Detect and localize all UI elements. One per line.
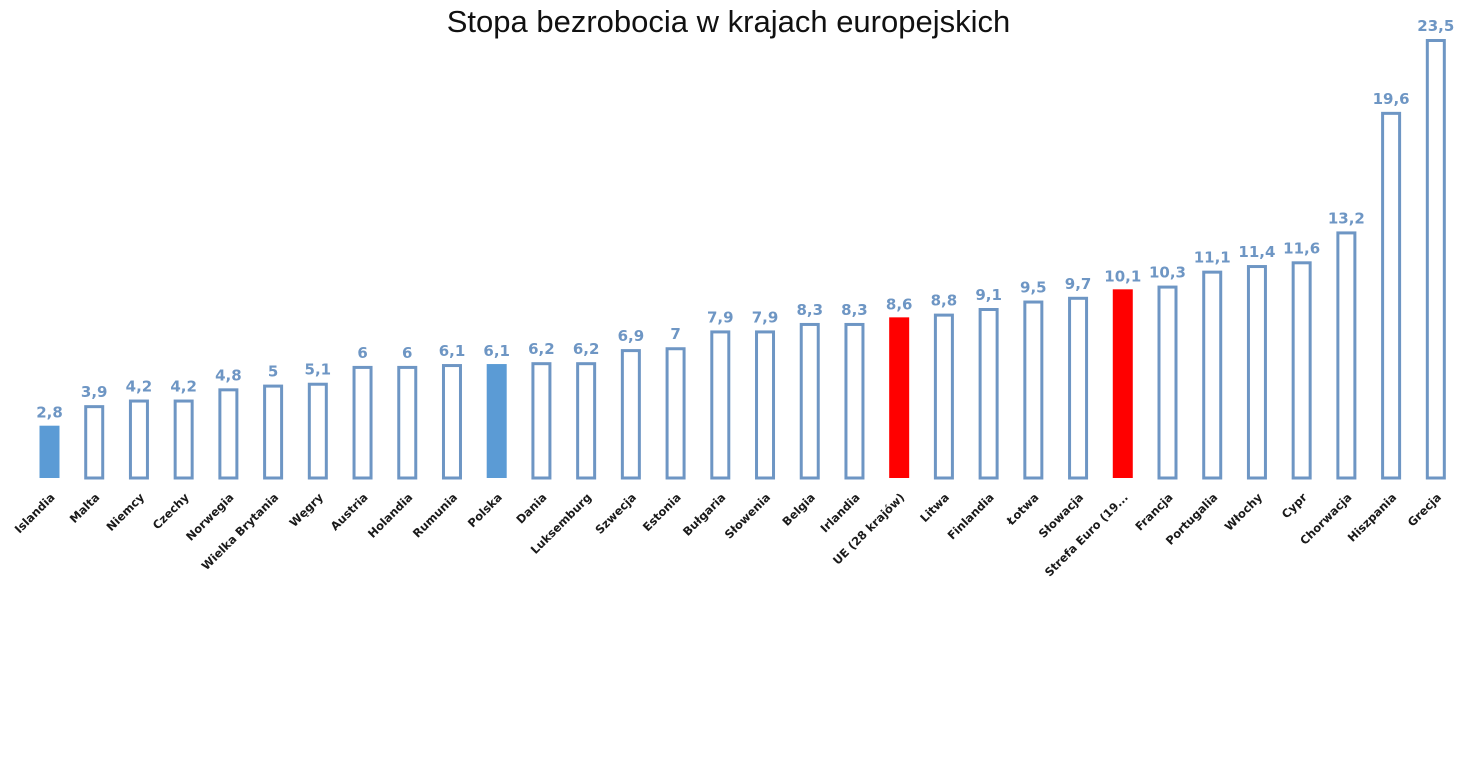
category-label: Dania bbox=[513, 490, 549, 526]
category-label: Malta bbox=[67, 490, 103, 526]
value-label: 6,2 bbox=[573, 340, 600, 358]
bar bbox=[173, 399, 194, 480]
value-label: 10,3 bbox=[1149, 264, 1186, 282]
category-label: Niemcy bbox=[103, 490, 147, 534]
category-label: Islandia bbox=[12, 490, 58, 536]
category-label: Wielka Brytania bbox=[199, 490, 282, 573]
category-label: Cypr bbox=[1279, 490, 1310, 521]
bar bbox=[218, 388, 239, 480]
category-label: Włochy bbox=[1222, 490, 1266, 534]
category-label: Irlandia bbox=[817, 490, 862, 535]
bar bbox=[39, 425, 60, 478]
bars-layer bbox=[39, 39, 1446, 480]
value-label: 19,6 bbox=[1373, 90, 1410, 108]
bar bbox=[710, 330, 731, 480]
bar bbox=[978, 308, 999, 480]
category-label: Litwa bbox=[917, 490, 952, 525]
category-label: Austria bbox=[328, 490, 371, 533]
bar bbox=[441, 364, 462, 480]
value-label: 8,3 bbox=[841, 301, 868, 319]
bar bbox=[1068, 296, 1089, 480]
bar bbox=[1023, 300, 1044, 480]
bar bbox=[128, 399, 149, 480]
bar bbox=[933, 313, 954, 480]
value-label: 6 bbox=[357, 344, 367, 362]
category-label: Polska bbox=[465, 490, 505, 530]
value-label: 13,2 bbox=[1328, 209, 1365, 227]
bar bbox=[1112, 289, 1133, 478]
value-label: 7 bbox=[670, 325, 680, 343]
value-label: 6 bbox=[402, 344, 412, 362]
category-label: Strefa Euro (19... bbox=[1042, 490, 1131, 579]
bar bbox=[1246, 265, 1267, 480]
bar bbox=[84, 405, 105, 480]
bar bbox=[307, 382, 328, 480]
value-label: 8,3 bbox=[796, 301, 823, 319]
bar bbox=[576, 362, 597, 480]
value-label: 8,6 bbox=[886, 295, 913, 313]
bar bbox=[1425, 39, 1446, 480]
category-label: Finlandia bbox=[945, 490, 997, 542]
bar bbox=[755, 330, 776, 480]
value-label: 9,7 bbox=[1065, 275, 1092, 293]
bar bbox=[1202, 270, 1223, 480]
value-label: 11,4 bbox=[1238, 243, 1275, 261]
value-label: 6,9 bbox=[618, 327, 645, 345]
bar bbox=[263, 384, 284, 480]
value-label: 11,1 bbox=[1194, 249, 1231, 267]
value-label: 11,6 bbox=[1283, 239, 1320, 257]
value-label: 9,5 bbox=[1020, 279, 1047, 297]
bar bbox=[889, 317, 910, 478]
value-label: 5 bbox=[268, 363, 278, 381]
bar bbox=[1381, 111, 1402, 480]
value-label: 3,9 bbox=[81, 383, 108, 401]
value-label: 9,1 bbox=[975, 286, 1002, 304]
value-label: 7,9 bbox=[752, 308, 779, 326]
category-label: Estonia bbox=[640, 490, 684, 534]
category-label: Węgry bbox=[286, 490, 326, 530]
category-label: Belgia bbox=[779, 490, 818, 529]
value-label: 4,8 bbox=[215, 366, 242, 384]
bar bbox=[352, 365, 373, 480]
bar bbox=[397, 365, 418, 480]
bar bbox=[620, 349, 641, 480]
value-label: 6,1 bbox=[483, 342, 510, 360]
category-label: Rumunia bbox=[410, 490, 460, 540]
category-label: Czechy bbox=[150, 490, 192, 532]
category-label: Holandia bbox=[365, 490, 415, 540]
value-label: 6,1 bbox=[439, 342, 466, 360]
bar bbox=[1157, 285, 1178, 480]
category-label: Hiszpania bbox=[1345, 490, 1399, 544]
bar bbox=[531, 362, 552, 480]
chart-title: Stopa bezrobocia w krajach europejskich bbox=[446, 4, 1011, 39]
value-labels-layer: 2,8 3,9 4,2 4,2 4,8 5 5,1 6 6 6,1 6,1 6,2 6,2 6,9 7 7,9… bbox=[36, 17, 1454, 422]
bar bbox=[1291, 261, 1312, 480]
category-label: Słowenia bbox=[722, 490, 773, 541]
value-label: 8,8 bbox=[931, 292, 958, 310]
value-label: 7,9 bbox=[707, 308, 734, 326]
bar bbox=[844, 322, 865, 480]
value-label: 10,1 bbox=[1104, 267, 1141, 285]
category-label: Łotwa bbox=[1003, 490, 1041, 528]
value-label: 23,5 bbox=[1417, 17, 1454, 35]
value-label: 5,1 bbox=[305, 361, 332, 379]
bar bbox=[665, 347, 686, 480]
bar bbox=[1336, 231, 1357, 480]
category-label: Francja bbox=[1132, 490, 1175, 533]
bar bbox=[799, 322, 820, 480]
category-label: Grecja bbox=[1405, 490, 1444, 529]
value-label: 4,2 bbox=[170, 378, 197, 396]
category-label: Szwecja bbox=[592, 490, 639, 537]
value-label: 2,8 bbox=[36, 404, 63, 422]
value-label: 6,2 bbox=[528, 340, 555, 358]
bar bbox=[486, 364, 507, 478]
value-label: 4,2 bbox=[126, 378, 153, 396]
category-labels-layer: Islandia Malta Niemcy CzechyNorwegiaWielka … bbox=[12, 490, 1444, 579]
